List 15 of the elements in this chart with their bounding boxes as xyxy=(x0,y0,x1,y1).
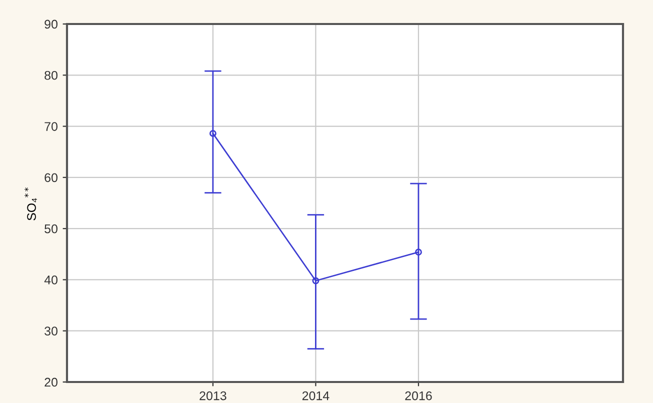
y-tick-label: 20 xyxy=(44,378,58,387)
point xyxy=(312,277,320,284)
x-tick-label: 2016 xyxy=(405,391,432,400)
y-tick-label: 40 xyxy=(44,276,58,284)
y-tick-label: 80 xyxy=(44,70,58,80)
y-tick-label: 50 xyxy=(44,224,58,234)
y-tick-label: 30 xyxy=(44,326,58,336)
y-axis-title: SO₄$^{**}$ xyxy=(24,187,37,220)
x-tick-label: 2014 xyxy=(302,391,330,400)
y-tick-label: 90 xyxy=(44,20,58,29)
point xyxy=(209,130,216,137)
y-tick-label: 60 xyxy=(44,173,58,182)
x-tick-label: 2013 xyxy=(200,391,226,400)
point xyxy=(415,248,422,256)
y-tick-label: 70 xyxy=(44,122,58,131)
